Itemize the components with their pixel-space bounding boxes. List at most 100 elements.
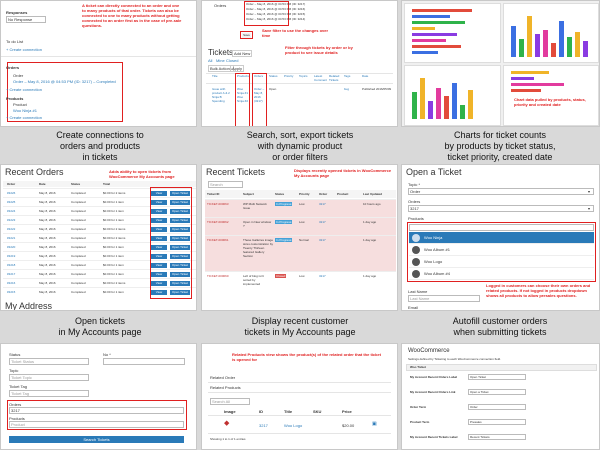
apply-button[interactable]: Apply [230, 65, 245, 72]
ticket-row-tags[interactable]: bug [344, 87, 350, 91]
product-title[interactable]: Woo Logo [284, 423, 303, 428]
ticket-column-header[interactable]: Orders [254, 74, 264, 78]
tickets-column-header[interactable]: Order [319, 192, 328, 196]
open-ticket-button[interactable]: Open Ticket [170, 245, 190, 250]
save-filter-button[interactable]: Save [242, 33, 251, 38]
tickets-column-header[interactable]: Subject [243, 192, 254, 196]
tab-mine[interactable]: Mine [216, 58, 225, 63]
view-order-button[interactable]: View [151, 200, 167, 205]
view-order-button[interactable]: View [151, 209, 167, 214]
setting-input[interactable] [468, 404, 526, 410]
create-connection-link-3[interactable]: + Create connection [6, 115, 42, 120]
ticket-column-header[interactable]: Date [362, 74, 369, 78]
ticket-row-title[interactable]: Issue with product A & 2 Ninja B Spendin… [212, 87, 230, 103]
responses-select[interactable] [6, 16, 46, 23]
open-ticket-button[interactable]: Open Ticket [170, 272, 190, 277]
setting-input[interactable] [468, 374, 526, 380]
order-id-link[interactable]: #3221 [7, 236, 16, 240]
order-id-link[interactable]: #3226 [7, 191, 16, 195]
product-option[interactable]: Woo Album #4 [409, 268, 594, 280]
open-ticket-button[interactable]: Open Ticket [170, 236, 190, 241]
order-id-link[interactable]: #3218 [7, 263, 16, 267]
orders-dropdown-item[interactable]: Order – May 8, 2016 @ 04:53 PM (ID: 3216… [246, 7, 306, 11]
view-order-button[interactable]: View [151, 227, 167, 232]
tags-input[interactable] [9, 390, 89, 397]
ticket-order-link[interactable]: 3217 [319, 220, 326, 224]
product-value[interactable]: Woo Ninja #1 [13, 108, 37, 113]
bulk-actions-select[interactable]: Bulk Actions [208, 65, 234, 72]
order-id-link[interactable]: #3223 [7, 218, 16, 222]
open-ticket-button[interactable]: Open Ticket [170, 209, 190, 214]
ticket-column-header[interactable]: Status [269, 74, 278, 78]
view-order-button[interactable]: View [151, 281, 167, 286]
related-products-column-header[interactable]: Image [224, 409, 236, 414]
ticket-column-header[interactable]: Products [237, 74, 249, 78]
view-order-button[interactable]: View [151, 263, 167, 268]
create-connection-link-2[interactable]: + Create connection [6, 87, 42, 92]
setting-input[interactable] [468, 389, 526, 395]
related-products-column-header[interactable]: Price [342, 409, 352, 414]
tickets-column-header[interactable]: Status [275, 192, 285, 196]
create-connection-link[interactable]: + Create connection [6, 47, 42, 52]
ticket-order-link[interactable]: 3217 [319, 238, 326, 242]
add-new-button[interactable]: Add New [232, 50, 253, 57]
related-products-search[interactable] [210, 398, 250, 405]
ticket-order-link[interactable]: 3217 [319, 202, 326, 206]
order-value[interactable]: Order – May 8, 2016 @ 04:53 PM (ID: 3217… [13, 79, 116, 84]
order-id-link[interactable]: #3222 [7, 227, 16, 231]
recent-tickets-search[interactable] [208, 181, 243, 188]
view-order-button[interactable]: View [151, 245, 167, 250]
related-products-column-header[interactable]: SKU [313, 409, 322, 414]
order-id-link[interactable]: #3216 [7, 281, 16, 285]
related-products-column-header[interactable]: ID [259, 409, 263, 414]
view-order-button[interactable]: View [151, 191, 167, 196]
setting-input[interactable] [468, 434, 526, 440]
product-option[interactable]: Woo Ninja [409, 232, 594, 244]
product-option[interactable]: Woo Logo [409, 256, 594, 268]
open-ticket-button[interactable]: Open Ticket [170, 290, 190, 295]
ticket-id-link[interactable]: TICKET-000060 [207, 274, 229, 278]
products-select[interactable] [9, 421, 184, 428]
no-input[interactable] [103, 358, 185, 365]
status-input[interactable] [9, 358, 89, 365]
open-ticket-button[interactable]: Open Ticket [170, 218, 190, 223]
tab-all[interactable]: All [208, 58, 213, 63]
orders-dropdown-item[interactable]: Order – May 8, 2016 @ 04:53 PM (ID: 3217… [246, 2, 306, 6]
order-id-link[interactable]: #3217 [7, 272, 16, 276]
order-id-link[interactable]: #3220 [7, 245, 16, 249]
orders-select[interactable] [9, 407, 184, 414]
products-select[interactable] [409, 224, 594, 231]
open-ticket-button[interactable]: Open Ticket [170, 191, 190, 196]
orders-dropdown-item[interactable]: Order – May 8, 2016 @ 04:53 PM (ID: 3214… [246, 17, 306, 21]
ticket-column-header[interactable]: Tags [344, 74, 351, 78]
ticket-column-header[interactable]: Related Tickets [329, 74, 340, 82]
orders-dropdown-item[interactable]: Order – May 8, 2016 @ 04:53 PM (ID: 3215… [246, 12, 306, 16]
ticket-row-products[interactable]: Woo Ninja #1 Woo Ninja #2 [237, 87, 249, 103]
ticket-id-link[interactable]: TICKET-000063 [207, 202, 229, 206]
ticket-column-header[interactable]: Latest Comment [314, 74, 328, 82]
order-id-link[interactable]: #3215 [7, 290, 16, 294]
order-id-link[interactable]: #3225 [7, 200, 16, 204]
view-order-button[interactable]: View [151, 254, 167, 259]
ticket-id-link[interactable]: TICKET-000062 [207, 220, 229, 224]
tickets-column-header[interactable]: Ticket ID [207, 192, 220, 196]
search-tickets-button[interactable]: Search Tickets [9, 436, 184, 443]
topic-input[interactable] [9, 374, 89, 381]
tickets-column-header[interactable]: Product [337, 192, 349, 196]
ticket-column-header[interactable]: Priority [284, 74, 294, 78]
view-product-icon[interactable]: ▣ [372, 421, 377, 427]
ticket-order-link[interactable]: 3217 [319, 274, 326, 278]
last-name-input[interactable] [408, 295, 480, 302]
open-ticket-button[interactable]: Open Ticket [170, 227, 190, 232]
view-order-button[interactable]: View [151, 236, 167, 241]
product-id[interactable]: 3217 [259, 423, 268, 428]
orders-select[interactable] [408, 205, 594, 212]
tickets-column-header[interactable]: Priority [299, 192, 310, 196]
ticket-column-header[interactable]: Title [212, 74, 218, 78]
setting-input[interactable] [468, 419, 526, 425]
view-order-button[interactable]: View [151, 272, 167, 277]
view-order-button[interactable]: View [151, 290, 167, 295]
open-ticket-button[interactable]: Open Ticket [170, 200, 190, 205]
view-order-button[interactable]: View [151, 218, 167, 223]
order-id-link[interactable]: #3219 [7, 254, 16, 258]
